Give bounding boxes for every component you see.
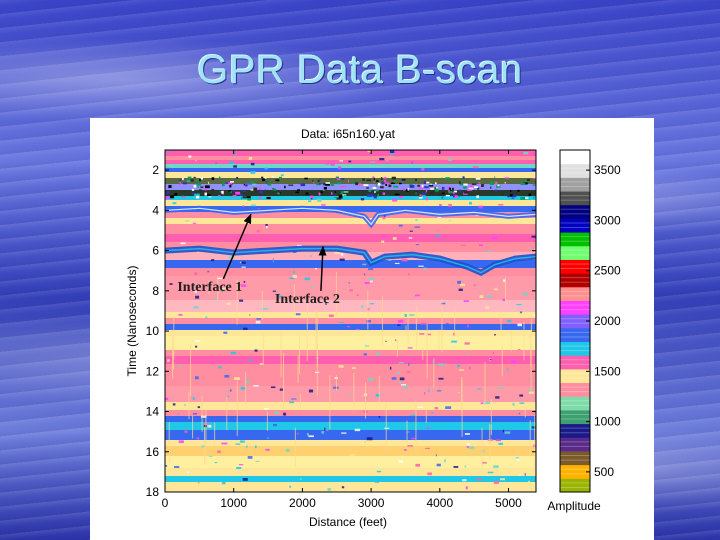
colorbar-tick-label: 500 [594, 465, 614, 479]
y-tick-label: 12 [146, 364, 160, 378]
annotation-arrow [318, 245, 327, 291]
x-tick-label: 3000 [358, 496, 385, 510]
colorbar-segment [560, 450, 590, 466]
y-axis-label: Time (Nanoseconds) [125, 266, 139, 377]
y-tick-label: 6 [152, 244, 159, 258]
colorbar-segment [560, 423, 590, 438]
colorbar-segment [560, 218, 590, 233]
x-tick-label: 2000 [289, 496, 316, 510]
chart-title: Data: i65n160.yat [301, 127, 396, 141]
plot-frame [164, 149, 537, 493]
colorbar-segment [560, 150, 590, 165]
colorbar-tick-label: 3500 [594, 163, 621, 177]
colorbar-tick-label: 2500 [594, 264, 621, 278]
x-axis: 0 1000 2000 3000 4000 5000 [162, 150, 522, 510]
x-tick-label: 4000 [426, 496, 453, 510]
annotation-label: Interface 2 [275, 292, 340, 307]
colorbar-segment [560, 273, 590, 288]
y-tick-label: 16 [146, 445, 160, 459]
y-tick-label: 4 [152, 203, 159, 217]
colorbar-segment [560, 300, 590, 315]
colorbar-segment [560, 259, 590, 274]
y-tick-label: 18 [146, 485, 160, 499]
colorbar-segment [560, 191, 590, 206]
y-axis: 2 4 6 8 10 12 14 16 18 [146, 163, 536, 499]
colorbar-label: Amplitude [547, 499, 601, 513]
chart-figure: Data: i65n160.yat 0 1000 2000 3000 4000 5000 … [90, 118, 654, 540]
colorbar-segment [560, 382, 590, 397]
colorbar-segment [560, 177, 590, 192]
colorbar-segment [560, 464, 590, 479]
colorbar-segment [560, 163, 590, 178]
slide-title: GPR Data B-scan [197, 48, 523, 92]
colorbar-tick-label: 3000 [594, 213, 621, 227]
y-tick-label: 8 [152, 284, 159, 298]
colorbar-segment [560, 437, 590, 452]
x-tick-label: 1000 [220, 496, 247, 510]
x-axis-label: Distance (feet) [309, 515, 387, 529]
colorbar-segment [560, 314, 590, 329]
colorbar-tick-label: 1500 [594, 364, 621, 378]
annotation-label: Interface 1 [177, 280, 242, 295]
colorbar-segment [560, 245, 590, 260]
colorbar-segment [560, 478, 590, 493]
annotations: Interface 1 Interface 2 [177, 213, 340, 307]
colorbar-segment [560, 286, 590, 301]
colorbar-segment [560, 232, 590, 247]
chart-svg: Data: i65n160.yat 0 1000 2000 3000 4000 5000 … [125, 127, 621, 529]
x-tick-label: 5000 [495, 496, 522, 510]
plot-area [165, 150, 536, 492]
annotation-arrow [222, 213, 252, 280]
colorbar-segment [560, 368, 590, 384]
y-tick-label: 14 [146, 405, 160, 419]
y-tick-label: 2 [152, 163, 159, 177]
x-tick-label: 0 [162, 496, 169, 510]
colorbar-segment [560, 409, 590, 425]
colorbar-segment [560, 355, 590, 370]
y-tick-label: 10 [146, 324, 160, 338]
colorbar-segment [560, 341, 590, 356]
colorbar-segment [560, 396, 590, 411]
colorbar-tick-label: 2000 [594, 314, 621, 328]
colorbar: 500 1000 1500 2000 2500 3000 3500 [559, 149, 621, 493]
colorbar-tick-label: 1000 [594, 415, 621, 429]
colorbar-segment [560, 204, 590, 219]
colorbar-segment [560, 327, 590, 343]
